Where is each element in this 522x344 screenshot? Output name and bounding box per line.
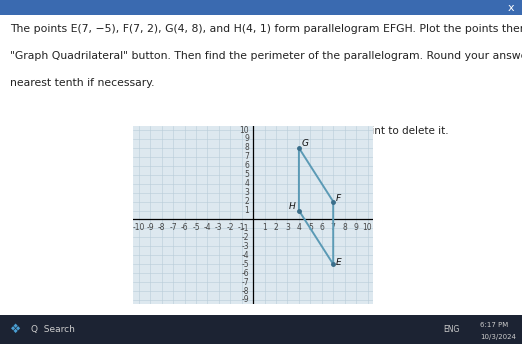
Text: -7: -7 <box>242 278 249 287</box>
Text: 10: 10 <box>363 223 372 232</box>
Text: -5: -5 <box>242 260 249 269</box>
Text: G: G <box>302 139 309 148</box>
Text: -3: -3 <box>215 223 223 232</box>
Text: 7: 7 <box>244 152 249 161</box>
Text: -10: -10 <box>133 223 145 232</box>
Text: H: H <box>289 202 295 211</box>
Text: 1: 1 <box>244 206 249 215</box>
Text: 6: 6 <box>319 223 324 232</box>
Text: -6: -6 <box>242 269 249 278</box>
Text: nearest tenth if necessary.: nearest tenth if necessary. <box>10 78 155 88</box>
Text: 2: 2 <box>244 197 249 206</box>
Text: 3: 3 <box>244 188 249 197</box>
Text: "Graph Quadrilateral" button. Then find the perimeter of the parallelogram. Roun: "Graph Quadrilateral" button. Then find … <box>10 51 522 61</box>
Text: 8: 8 <box>342 223 347 232</box>
Text: 7: 7 <box>331 223 336 232</box>
Text: -5: -5 <box>192 223 200 232</box>
Text: -1: -1 <box>242 224 249 233</box>
Text: Click on the graph to plot a point. Click a point to delete it.: Click on the graph to plot a point. Clic… <box>141 126 448 136</box>
Text: -6: -6 <box>181 223 188 232</box>
Text: 10/3/2024: 10/3/2024 <box>480 334 516 340</box>
Text: 5: 5 <box>244 170 249 179</box>
Text: ❖: ❖ <box>10 323 22 336</box>
Text: The points E(7, −5), F(7, 2), G(4, 8), and H(4, 1) form parallelogram EFGH. Plot: The points E(7, −5), F(7, 2), G(4, 8), a… <box>10 24 522 34</box>
Text: -1: -1 <box>238 223 245 232</box>
Text: -9: -9 <box>242 295 249 304</box>
Text: -4: -4 <box>204 223 211 232</box>
Text: -9: -9 <box>147 223 154 232</box>
Text: -2: -2 <box>242 233 249 242</box>
Text: E: E <box>336 258 342 267</box>
Text: -7: -7 <box>169 223 177 232</box>
Text: ENG: ENG <box>444 325 460 334</box>
Text: 4: 4 <box>296 223 301 232</box>
Text: 5: 5 <box>308 223 313 232</box>
Text: 8: 8 <box>244 143 249 152</box>
Text: 10: 10 <box>240 126 249 135</box>
Text: 2: 2 <box>274 223 278 232</box>
Text: 3: 3 <box>285 223 290 232</box>
Text: -8: -8 <box>242 287 249 295</box>
Text: 9: 9 <box>244 135 249 143</box>
Text: -8: -8 <box>158 223 165 232</box>
Text: -3: -3 <box>242 242 249 251</box>
Text: Q  Search: Q Search <box>31 325 75 334</box>
Text: 1: 1 <box>262 223 267 232</box>
Text: 4: 4 <box>244 179 249 188</box>
Text: 9: 9 <box>353 223 359 232</box>
Text: 6:17 PM: 6:17 PM <box>480 322 508 328</box>
Text: x: x <box>507 3 514 13</box>
Text: -4: -4 <box>242 251 249 260</box>
Text: -2: -2 <box>227 223 234 232</box>
Text: F: F <box>336 194 341 203</box>
Text: 6: 6 <box>244 161 249 170</box>
